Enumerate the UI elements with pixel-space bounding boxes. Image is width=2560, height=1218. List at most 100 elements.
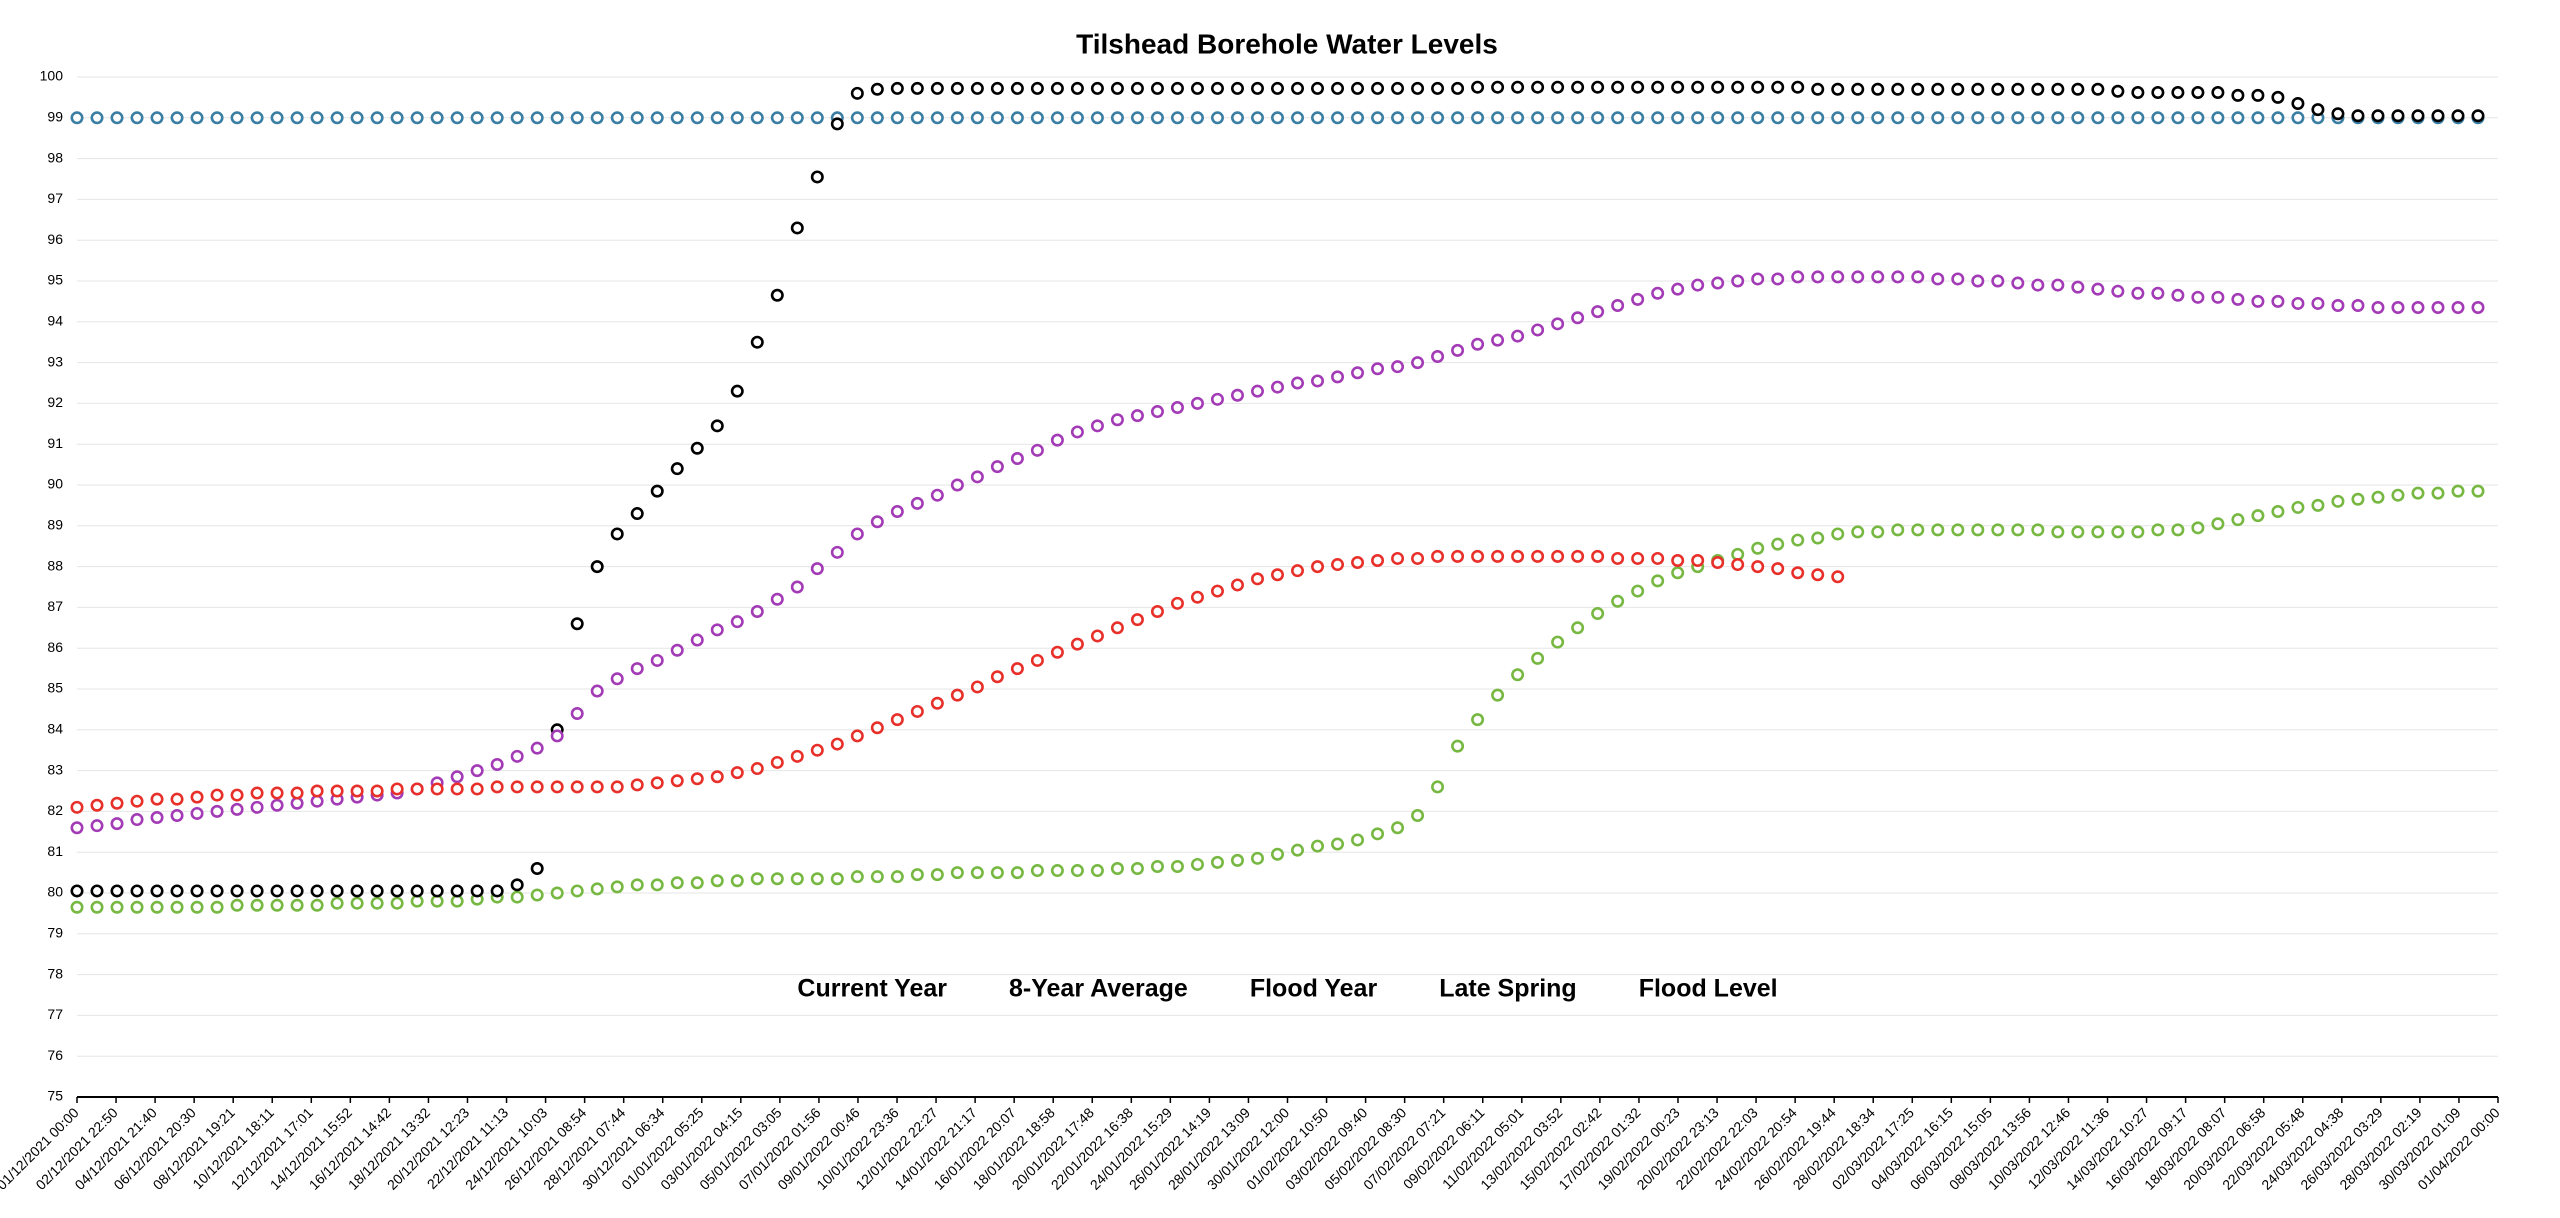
- data-point: [1971, 82, 1985, 96]
- data-point: [1831, 270, 1845, 284]
- data-point: [2231, 292, 2245, 306]
- y-tick-label: 99: [47, 109, 63, 125]
- data-point: [1951, 111, 1965, 125]
- data-point: [2011, 523, 2025, 537]
- y-tick-label: 81: [47, 843, 63, 859]
- data-point: [2271, 111, 2285, 125]
- data-point: [270, 798, 284, 812]
- data-point: [710, 770, 724, 784]
- data-point: [1651, 111, 1665, 125]
- data-point: [850, 729, 864, 743]
- data-point: [930, 488, 944, 502]
- data-point: [2211, 86, 2225, 100]
- data-point: [1431, 111, 1445, 125]
- data-point: [290, 786, 304, 800]
- data-point: [1731, 558, 1745, 572]
- data-point: [170, 900, 184, 914]
- y-tick-label: 94: [47, 313, 63, 329]
- data-point: [950, 478, 964, 492]
- data-point: [1331, 837, 1345, 851]
- data-point: [1471, 549, 1485, 563]
- data-point: [1691, 278, 1705, 292]
- data-point: [210, 111, 224, 125]
- data-point: [1931, 523, 1945, 537]
- data-point: [1731, 547, 1745, 561]
- data-point: [690, 633, 704, 647]
- data-point: [1090, 419, 1104, 433]
- data-point: [2451, 484, 2465, 498]
- data-point: [1871, 270, 1885, 284]
- data-point: [90, 819, 104, 833]
- data-point: [1270, 111, 1284, 125]
- data-point: [1511, 668, 1525, 682]
- data-point: [1351, 833, 1365, 847]
- data-point: [850, 111, 864, 125]
- data-point: [2431, 486, 2445, 500]
- data-point: [2411, 109, 2425, 123]
- data-point: [2351, 109, 2365, 123]
- data-point: [2031, 278, 2045, 292]
- data-point: [1391, 551, 1405, 565]
- data-point: [310, 784, 324, 798]
- data-point: [1110, 862, 1124, 876]
- data-point: [1471, 80, 1485, 94]
- data-point: [790, 749, 804, 763]
- data-point: [770, 755, 784, 769]
- data-point: [2191, 290, 2205, 304]
- data-point: [1050, 645, 1064, 659]
- data-point: [1531, 323, 1545, 337]
- data-point: [670, 462, 684, 476]
- data-point: [810, 743, 824, 757]
- data-point: [150, 900, 164, 914]
- data-point: [1190, 857, 1204, 871]
- data-point: [1631, 292, 1645, 306]
- data-point: [1150, 111, 1164, 125]
- data-point: [2131, 86, 2145, 100]
- data-point: [1571, 549, 1585, 563]
- data-point: [1871, 82, 1885, 96]
- data-point: [2151, 86, 2165, 100]
- data-point: [590, 882, 604, 896]
- data-point: [510, 890, 524, 904]
- data-point: [1230, 578, 1244, 592]
- data-point: [390, 884, 404, 898]
- data-point: [1451, 739, 1465, 753]
- data-point: [2371, 490, 2385, 504]
- y-tick-label: 80: [47, 884, 63, 900]
- data-point: [1491, 80, 1505, 94]
- data-point: [930, 111, 944, 125]
- data-point: [810, 872, 824, 886]
- data-point: [2171, 111, 2185, 125]
- data-point: [2331, 298, 2345, 312]
- data-point: [430, 884, 444, 898]
- data-point: [210, 884, 224, 898]
- data-point: [2111, 84, 2125, 98]
- data-point: [270, 111, 284, 125]
- data-point: [1451, 549, 1465, 563]
- data-point: [1371, 553, 1385, 567]
- data-point: [550, 780, 564, 794]
- data-point: [2191, 521, 2205, 535]
- data-point: [1891, 111, 1905, 125]
- data-point: [1651, 286, 1665, 300]
- data-point: [930, 696, 944, 710]
- data-point: [650, 484, 664, 498]
- data-point: [1210, 81, 1224, 95]
- data-point: [1831, 111, 1845, 125]
- y-tick-label: 91: [47, 435, 63, 451]
- data-point: [890, 713, 904, 727]
- data-point: [1791, 111, 1805, 125]
- data-point: [810, 111, 824, 125]
- data-point: [1431, 81, 1445, 95]
- data-point: [430, 894, 444, 908]
- data-point: [1631, 111, 1645, 125]
- data-point: [290, 796, 304, 810]
- data-point: [750, 762, 764, 776]
- data-point: [1311, 839, 1325, 853]
- y-tick-label: 82: [47, 802, 63, 818]
- data-point: [1331, 81, 1345, 95]
- data-point: [850, 527, 864, 541]
- data-point: [750, 335, 764, 349]
- data-point: [70, 900, 84, 914]
- data-point: [930, 868, 944, 882]
